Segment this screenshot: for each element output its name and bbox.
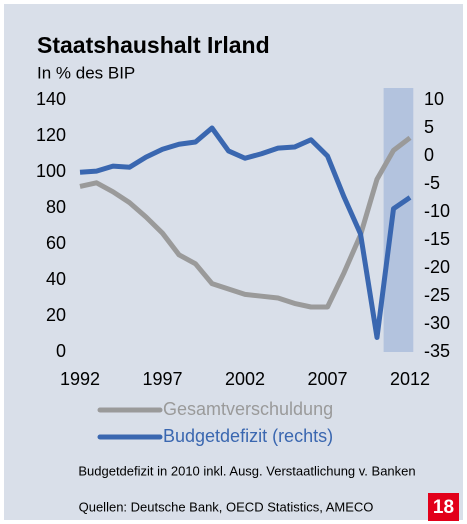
- y2-tick-label: 10: [424, 89, 444, 109]
- data-line: [79, 135, 412, 310]
- x-tick-label: 1997: [142, 369, 182, 389]
- forecast-band: [383, 88, 414, 352]
- x-tick-label: 2002: [225, 369, 265, 389]
- y2-tick-label: -20: [424, 257, 450, 277]
- x-tick-label: 2007: [307, 369, 347, 389]
- chart-title: Staatshaushalt Irland: [37, 32, 270, 58]
- y-tick-label: 100: [36, 161, 66, 181]
- y-tick-label: 20: [46, 305, 66, 325]
- y-tick-label: 60: [46, 233, 66, 253]
- y2-tick-label: -30: [424, 313, 450, 333]
- y2-tick-label: 5: [424, 117, 434, 137]
- y-tick-label: 40: [46, 269, 66, 289]
- data-line: [79, 125, 412, 340]
- y2-tick-label: 0: [424, 145, 434, 165]
- legend-label: Budgetdefizit (rechts): [163, 426, 333, 446]
- source: Quellen: Deutsche Bank, OECD Statistics,…: [79, 499, 374, 514]
- y2-tick-label: -10: [424, 201, 450, 221]
- note: Budgetdefizit in 2010 inkl. Ausg. Versta…: [78, 463, 415, 478]
- page-badge: [428, 493, 459, 521]
- y-tick-label: 80: [46, 197, 66, 217]
- y-tick-label: 120: [36, 125, 66, 145]
- plot-area: [79, 88, 414, 352]
- y-tick-label: 140: [36, 89, 66, 109]
- chart-subtitle: In % des BIP: [37, 63, 135, 82]
- x-tick-label: 1992: [60, 369, 100, 389]
- x-tick-label: 2012: [390, 369, 430, 389]
- y2-tick-label: -25: [424, 285, 450, 305]
- legend-label: Gesamtverschuldung: [163, 399, 333, 419]
- y2-tick-label: -35: [424, 341, 450, 361]
- y2-tick-label: -5: [424, 173, 440, 193]
- page-number: 18: [433, 497, 454, 518]
- y-tick-label: 0: [56, 341, 66, 361]
- y2-tick-label: -15: [424, 229, 450, 249]
